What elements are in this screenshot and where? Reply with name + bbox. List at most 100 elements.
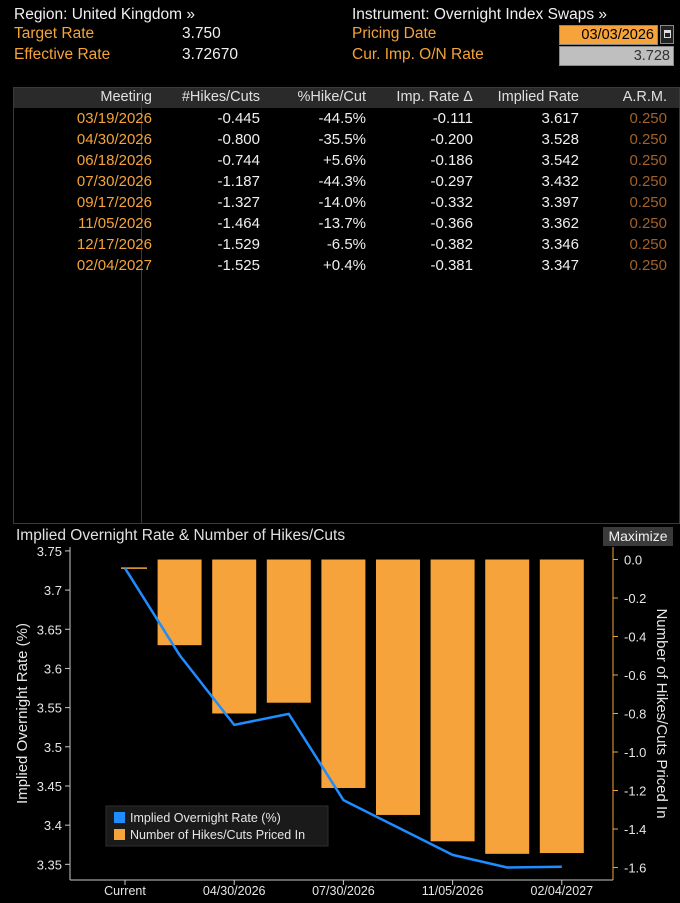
col-imp-rate-delta[interactable]: Imp. Rate Δ xyxy=(396,89,473,105)
meeting-date: 07/30/2026 xyxy=(76,173,152,190)
implied-rate: 3.528 xyxy=(541,131,579,148)
pct-hike-cut: -14.0% xyxy=(318,194,366,211)
imp-rate-delta: -0.111 xyxy=(432,110,473,127)
meeting-date: 09/17/2026 xyxy=(76,194,152,211)
right-tick-label: 0.0 xyxy=(624,553,642,568)
right-axis-title: Number of Hikes/Cuts Priced In xyxy=(653,608,670,818)
hikes-cuts: -0.800 xyxy=(217,131,260,148)
meeting-date: 06/18/2026 xyxy=(76,152,152,169)
hikes-cuts: -1.529 xyxy=(217,236,260,253)
left-tick-label: 3.55 xyxy=(37,701,62,716)
hikes-cuts: -0.744 xyxy=(217,152,260,169)
meeting-date: 12/17/2026 xyxy=(76,236,152,253)
left-tick-label: 3.4 xyxy=(44,818,62,833)
col-arm[interactable]: A.R.M. xyxy=(622,89,667,105)
hikes-cuts: -1.327 xyxy=(217,194,260,211)
right-tick-label: -0.8 xyxy=(624,707,646,722)
effective-rate-label: Effective Rate xyxy=(14,46,111,63)
x-tick-label: 07/30/2026 xyxy=(312,884,375,898)
left-tick-label: 3.75 xyxy=(37,544,62,559)
col-pct-hike-cut[interactable]: %Hike/Cut xyxy=(297,89,367,105)
region-selector[interactable]: Region: United Kingdom » xyxy=(14,6,195,23)
col-meeting[interactable]: Meeting xyxy=(100,89,152,105)
hikes-cuts-bar xyxy=(539,559,584,854)
pricing-date-label: Pricing Date xyxy=(352,25,437,42)
arm-value: 0.250 xyxy=(629,194,667,211)
legend-label-hikes: Number of Hikes/Cuts Priced In xyxy=(130,828,305,842)
legend-swatch-hikes xyxy=(114,829,125,840)
pct-hike-cut: +5.6% xyxy=(323,152,366,169)
legend-label-rate: Implied Overnight Rate (%) xyxy=(130,811,281,825)
chart-legend xyxy=(105,805,329,847)
effective-rate-value: 3.72670 xyxy=(182,46,239,63)
right-tick-label: -0.4 xyxy=(624,630,646,645)
meeting-date: 04/30/2026 xyxy=(76,131,152,148)
table-row[interactable]: 12/17/2026 -1.529 -6.5% -0.382 3.346 0.250 xyxy=(14,234,679,255)
calendar-icon[interactable] xyxy=(660,25,674,44)
left-tick-label: 3.5 xyxy=(44,740,62,755)
imp-rate-delta: -0.297 xyxy=(430,173,473,190)
pricing-date-input[interactable]: 03/03/2026 xyxy=(559,25,658,45)
table-row[interactable]: 06/18/2026 -0.744 +5.6% -0.186 3.542 0.250 xyxy=(14,150,679,171)
arm-value: 0.250 xyxy=(629,131,667,148)
left-tick-label: 3.45 xyxy=(37,779,62,794)
hikes-cuts: -1.187 xyxy=(217,173,260,190)
arm-value: 0.250 xyxy=(629,257,667,274)
cur-imp-rate-label: Cur. Imp. O/N Rate xyxy=(352,46,484,63)
right-tick-label: -1.4 xyxy=(624,822,646,837)
implied-rate: 3.347 xyxy=(541,257,579,274)
right-tick-label: -0.6 xyxy=(624,668,646,683)
left-axis-title: Implied Overnight Rate (%) xyxy=(14,623,31,804)
table-row[interactable]: 07/30/2026 -1.187 -44.3% -0.297 3.432 0.250 xyxy=(14,171,679,192)
arm-value: 0.250 xyxy=(629,236,667,253)
hikes-cuts-bar xyxy=(266,559,311,703)
x-tick-label: 04/30/2026 xyxy=(203,884,266,898)
col-hikes-cuts[interactable]: #Hikes/Cuts xyxy=(181,89,260,105)
right-tick-label: -1.6 xyxy=(624,860,646,875)
right-tick-label: -0.2 xyxy=(624,591,646,606)
pct-hike-cut: -13.7% xyxy=(318,215,366,232)
meetings-table: Meeting #Hikes/Cuts %Hike/Cut Imp. Rate … xyxy=(13,87,680,524)
table-row[interactable]: 09/17/2026 -1.327 -14.0% -0.332 3.397 0.250 xyxy=(14,192,679,213)
right-tick-label: -1.2 xyxy=(624,783,646,798)
pct-hike-cut: -35.5% xyxy=(318,131,366,148)
hikes-cuts: -0.445 xyxy=(217,110,260,127)
hikes-cuts-bar xyxy=(376,559,420,815)
legend-swatch-rate xyxy=(114,812,125,823)
instrument-selector[interactable]: Instrument: Overnight Index Swaps » xyxy=(352,6,608,23)
imp-rate-delta: -0.332 xyxy=(430,194,473,211)
imp-rate-delta: -0.200 xyxy=(430,131,473,148)
x-tick-label: 02/04/2027 xyxy=(531,884,594,898)
cur-imp-rate-field[interactable]: 3.728 xyxy=(559,46,674,66)
implied-rate: 3.346 xyxy=(541,236,579,253)
implied-rate: 3.397 xyxy=(541,194,579,211)
target-rate-label: Target Rate xyxy=(14,25,95,42)
table-row[interactable]: 03/19/2026 -0.445 -44.5% -0.111 3.617 0.250 xyxy=(14,108,679,129)
imp-rate-delta: -0.366 xyxy=(430,215,473,232)
implied-rate: 3.542 xyxy=(541,152,579,169)
pct-hike-cut: +0.4% xyxy=(323,257,366,274)
implied-rate: 3.432 xyxy=(541,173,579,190)
implied-rate: 3.362 xyxy=(541,215,579,232)
left-tick-label: 3.35 xyxy=(37,857,62,872)
meeting-date: 03/19/2026 xyxy=(76,110,152,127)
arm-value: 0.250 xyxy=(629,173,667,190)
arm-value: 0.250 xyxy=(629,215,667,232)
left-tick-label: 3.6 xyxy=(44,661,62,676)
maximize-button[interactable]: Maximize xyxy=(603,527,673,546)
table-header: Meeting #Hikes/Cuts %Hike/Cut Imp. Rate … xyxy=(14,88,679,108)
x-tick-label: 11/05/2026 xyxy=(422,884,484,898)
left-tick-label: 3.7 xyxy=(44,583,62,598)
pct-hike-cut: -44.3% xyxy=(318,173,366,190)
meeting-date: 02/04/2027 xyxy=(76,257,152,274)
table-row[interactable]: 11/05/2026 -1.464 -13.7% -0.366 3.362 0.250 xyxy=(14,213,679,234)
table-row[interactable]: 02/04/2027 -1.525 +0.4% -0.381 3.347 0.250 xyxy=(14,255,679,276)
column-divider xyxy=(141,88,142,523)
col-implied-rate[interactable]: Implied Rate xyxy=(497,89,579,105)
hikes-cuts-bar xyxy=(485,559,530,854)
hikes-cuts-bar xyxy=(430,559,475,842)
table-row[interactable]: 04/30/2026 -0.800 -35.5% -0.200 3.528 0.250 xyxy=(14,129,679,150)
right-tick-label: -1.0 xyxy=(624,745,646,760)
arm-value: 0.250 xyxy=(629,110,667,127)
